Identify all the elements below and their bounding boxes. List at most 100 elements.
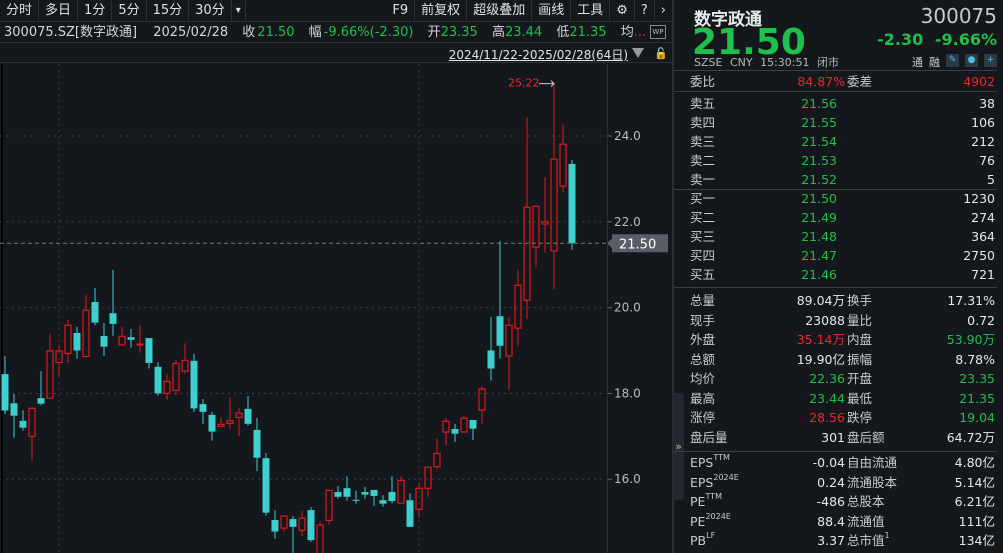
bid-row[interactable]: 买五 21.46 721 <box>684 265 997 284</box>
fundamental-label: 流通值 <box>847 512 885 531</box>
stat-label: 均价 <box>690 371 716 386</box>
ask-label: 卖三 <box>690 134 716 149</box>
bar-date: 2025/02/28 <box>153 25 229 40</box>
bid-volume: 1230 <box>963 191 995 206</box>
ask-row[interactable]: 卖二 21.53 76 <box>684 151 997 170</box>
pencil-icon[interactable]: ✎ <box>946 54 959 67</box>
chevron-right-icon[interactable]: › <box>660 3 666 18</box>
tab-5min[interactable]: 5分 <box>112 0 147 22</box>
candle <box>316 522 324 553</box>
ask-price: 21.53 <box>801 153 837 168</box>
candle-body <box>253 429 261 458</box>
candle <box>433 438 441 470</box>
candle-body <box>91 302 99 323</box>
stat-row: 均价 22.36 开盘 23.35 <box>684 369 997 388</box>
ask-row[interactable]: 卖四 21.55 106 <box>684 113 997 132</box>
candle <box>208 411 216 441</box>
ask-row[interactable]: 卖五 21.56 38 <box>684 94 997 113</box>
tab-multiday[interactable]: 多日 <box>39 0 79 22</box>
candle <box>496 241 504 359</box>
candle <box>163 374 171 401</box>
candle <box>55 344 63 376</box>
fundamental-row: EPS2024E 0.24 流通股本 5.14亿 <box>684 473 997 492</box>
gear-icon[interactable]: ⚙ <box>610 0 635 22</box>
open-value: 23.35 <box>440 25 478 40</box>
candle-body <box>271 519 279 532</box>
stat-label: 外盘 <box>690 332 716 347</box>
fundamental-value: 111亿 <box>958 513 995 529</box>
bid-row[interactable]: 买三 21.48 364 <box>684 227 997 246</box>
candle-body <box>343 488 351 497</box>
order-ratio-row: 委比 84.87% 委差 4902 <box>684 72 997 91</box>
fundamental-value: 0.24 <box>817 474 845 490</box>
stat-row: 外盘 35.14万 内盘 53.90万 <box>684 330 997 349</box>
tab-15min[interactable]: 15分 <box>147 0 190 22</box>
tab-1min[interactable]: 1分 <box>78 0 113 22</box>
candle-body <box>370 489 378 496</box>
metric-name: EPS <box>690 474 714 490</box>
stat-value: 28.56 <box>809 410 845 425</box>
collapse-panel-icon[interactable]: » <box>673 393 684 500</box>
stat-label: 总额 <box>690 351 716 367</box>
candle <box>298 510 306 536</box>
candle <box>379 495 387 507</box>
tools-button[interactable]: 工具 <box>571 0 611 22</box>
candle <box>280 515 288 532</box>
overlay-button[interactable]: 超级叠加 <box>467 0 533 22</box>
date-range-link[interactable]: 2024/11/22-2025/02/28(64日) <box>448 48 628 62</box>
plus-icon[interactable]: + <box>984 54 997 67</box>
fundamental-value: 3.37 <box>817 533 845 548</box>
tab-intraday[interactable]: 分时 <box>0 0 40 22</box>
bid-row[interactable]: 买四 21.47 2750 <box>684 246 997 265</box>
more-periods-dropdown[interactable]: ▾ <box>232 0 246 22</box>
metric-suffix: LF <box>706 531 716 540</box>
ask-label: 卖二 <box>690 153 716 168</box>
bid-row[interactable]: 买二 21.49 274 <box>684 208 997 227</box>
bid-volume: 274 <box>971 210 995 225</box>
stat-value: 22.36 <box>809 371 845 386</box>
bid-label: 买五 <box>690 267 716 282</box>
candle <box>136 325 144 353</box>
adjust-button[interactable]: 前复权 <box>415 0 468 22</box>
high-label: 高 <box>491 25 505 40</box>
wp-icon[interactable]: WP <box>650 25 666 39</box>
metric-name: PE <box>690 513 706 529</box>
draw-button[interactable]: 画线 <box>532 0 572 22</box>
avg-label: 均 <box>620 25 634 40</box>
market-meta: SZSE CNY 15:30:51 闭市 <box>694 54 839 70</box>
metric-name: PE <box>690 494 706 509</box>
stat-value: 89.04万 <box>796 293 845 308</box>
candlestick-chart[interactable]: 24.0 22.0 20.0 18.0 16.0 21.50 25.22 <box>0 64 672 553</box>
candle <box>487 317 495 381</box>
bid-row[interactable]: 买一 21.50 1230 <box>684 189 997 208</box>
candle <box>370 489 378 506</box>
candle-body <box>451 429 459 434</box>
question-icon[interactable]: ? <box>635 0 655 22</box>
ask-price: 21.56 <box>801 96 837 111</box>
ask-row[interactable]: 卖一 21.52 5 <box>684 170 997 189</box>
amp-value: -9.66%(-2.30) <box>323 25 414 40</box>
f9-button[interactable]: F9 <box>386 0 416 22</box>
tab-30min[interactable]: 30分 <box>189 0 232 22</box>
divider <box>674 91 997 92</box>
candle-body <box>397 479 405 504</box>
candle-body <box>550 158 558 252</box>
fundamental-value: 134亿 <box>958 533 995 548</box>
ask-row[interactable]: 卖三 21.54 212 <box>684 132 997 151</box>
candle-body <box>388 492 396 502</box>
bell-icon[interactable]: ● <box>965 54 978 67</box>
candle <box>451 423 459 442</box>
divider <box>674 70 997 71</box>
triangle-down-icon[interactable] <box>632 48 644 58</box>
candle <box>253 417 261 472</box>
candle <box>478 386 486 424</box>
ask-volume: 38 <box>979 96 995 111</box>
candle <box>46 334 54 399</box>
candle-body <box>217 423 225 428</box>
unlock-icon[interactable]: 🔓 <box>654 47 668 60</box>
candle-body <box>469 419 477 429</box>
exchange: SZSE <box>694 56 723 69</box>
candle <box>181 343 189 374</box>
stat-value: 23.35 <box>959 371 995 386</box>
axis-divider <box>607 64 608 553</box>
